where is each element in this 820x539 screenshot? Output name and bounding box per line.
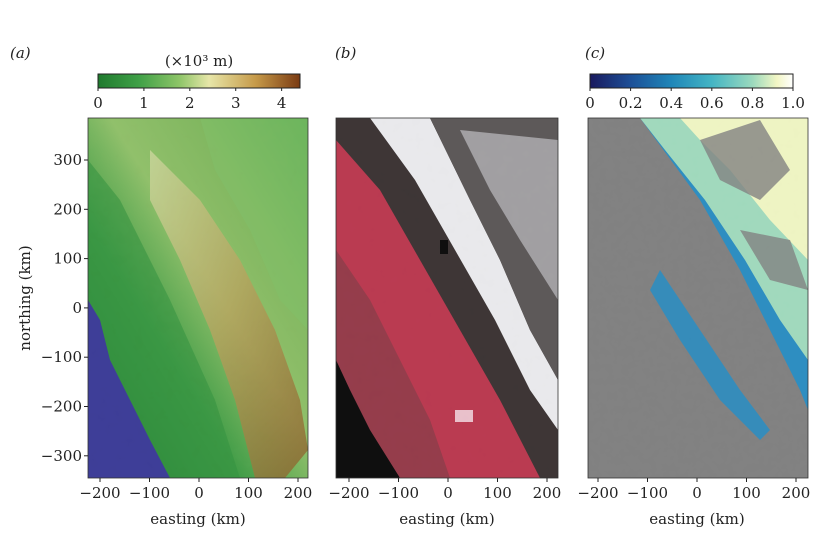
panel-b-map bbox=[336, 118, 558, 478]
panel-label-a: (a) bbox=[10, 44, 31, 62]
x-tick-label: −200 bbox=[328, 484, 369, 502]
y-tick-label: 0 bbox=[72, 299, 82, 317]
colorbar-c-tick-label: 0.2 bbox=[619, 94, 643, 112]
x-axis-a: −200 −100 0 100 200 bbox=[79, 478, 312, 502]
panel-a-frame bbox=[87, 117, 309, 479]
colorbar-c-tick-label: 0 bbox=[585, 94, 595, 112]
x-tick-label: 0 bbox=[692, 484, 702, 502]
y-tick-label: 200 bbox=[53, 200, 82, 218]
y-tick-label: −100 bbox=[41, 348, 82, 366]
x-tick-label: 100 bbox=[234, 484, 263, 502]
colorbar-a-tick-label: 1 bbox=[139, 94, 149, 112]
colorbar-c-tick-label: 0.6 bbox=[700, 94, 724, 112]
x-tick-label: −100 bbox=[129, 484, 170, 502]
colorbar-a-ticks: 0 1 2 3 4 bbox=[93, 88, 286, 112]
x-tick-label: −100 bbox=[627, 484, 668, 502]
colorbar-a-tick-label: 3 bbox=[231, 94, 241, 112]
colorbar-a-tick-label: 0 bbox=[93, 94, 103, 112]
panel-label-b: (b) bbox=[335, 44, 356, 62]
colorbar-a-tick-label: 4 bbox=[277, 94, 287, 112]
y-tick-label: −200 bbox=[41, 398, 82, 416]
colorbar-a-tick-label: 2 bbox=[185, 94, 195, 112]
x-tick-label: −200 bbox=[577, 484, 618, 502]
colorbar-c-tick-label: 0.8 bbox=[740, 94, 764, 112]
x-axis-b: −200 −100 0 100 200 bbox=[328, 478, 561, 502]
panel-a-map bbox=[88, 118, 308, 478]
x-tick-label: 0 bbox=[194, 484, 204, 502]
y-tick-label: −300 bbox=[41, 447, 82, 465]
panel-c-map bbox=[588, 118, 808, 478]
panel-label-c: (c) bbox=[585, 44, 605, 62]
colorbar-a bbox=[97, 73, 301, 89]
y-tick-label: 300 bbox=[53, 151, 82, 169]
colorbar-a-title: (×10³ m) bbox=[165, 52, 233, 70]
y-axis-label: northing (km) bbox=[16, 245, 34, 350]
panel-c-frame bbox=[587, 117, 809, 479]
x-tick-label: 100 bbox=[483, 484, 512, 502]
x-axis-label-c: easting (km) bbox=[649, 510, 744, 528]
x-tick-label: −200 bbox=[79, 484, 120, 502]
x-tick-label: 200 bbox=[782, 484, 811, 502]
x-tick-label: 100 bbox=[732, 484, 761, 502]
y-axis: 300 200 100 0 −100 −200 −300 bbox=[41, 151, 88, 465]
x-tick-label: −100 bbox=[378, 484, 419, 502]
colorbar-c-tick-label: 1.0 bbox=[781, 94, 805, 112]
x-axis-label-b: easting (km) bbox=[399, 510, 494, 528]
panel-b-frame bbox=[335, 117, 559, 479]
x-tick-label: 200 bbox=[533, 484, 562, 502]
x-axis-label-a: easting (km) bbox=[150, 510, 245, 528]
x-tick-label: 200 bbox=[284, 484, 313, 502]
colorbar-c bbox=[589, 73, 794, 89]
colorbar-c-tick-label: 0.4 bbox=[659, 94, 683, 112]
colorbar-c-ticks: 0 0.2 0.4 0.6 0.8 1.0 bbox=[585, 88, 805, 112]
x-axis-c: −200 −100 0 100 200 bbox=[577, 478, 810, 502]
y-tick-label: 100 bbox=[53, 250, 82, 268]
x-tick-label: 0 bbox=[443, 484, 453, 502]
